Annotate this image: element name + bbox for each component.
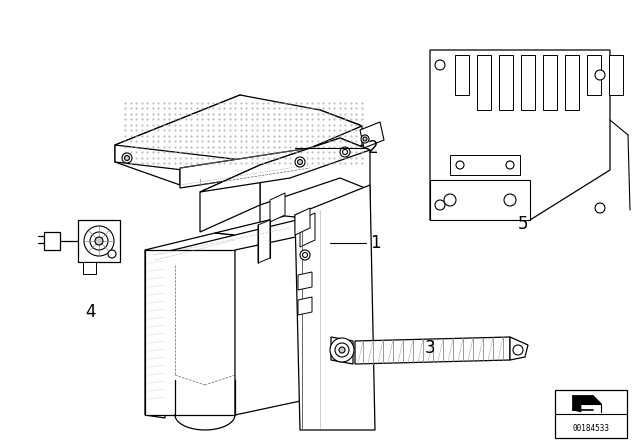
Polygon shape — [215, 216, 305, 235]
Circle shape — [108, 250, 116, 258]
Polygon shape — [235, 235, 305, 415]
Text: 5: 5 — [518, 215, 529, 233]
Polygon shape — [450, 155, 520, 175]
Circle shape — [595, 203, 605, 213]
Text: 2: 2 — [368, 139, 379, 157]
Circle shape — [444, 194, 456, 206]
Text: 00184533: 00184533 — [573, 423, 609, 432]
Polygon shape — [310, 126, 362, 168]
Circle shape — [595, 70, 605, 80]
Polygon shape — [295, 208, 310, 235]
Circle shape — [513, 345, 523, 355]
Circle shape — [125, 155, 129, 160]
Circle shape — [504, 194, 516, 206]
Bar — [555, 390, 627, 438]
Polygon shape — [477, 55, 491, 110]
Polygon shape — [609, 55, 623, 95]
Polygon shape — [565, 55, 579, 110]
Polygon shape — [300, 213, 315, 247]
Polygon shape — [331, 337, 353, 364]
Polygon shape — [200, 165, 260, 232]
Polygon shape — [258, 220, 270, 263]
Circle shape — [298, 159, 303, 164]
Polygon shape — [145, 250, 235, 415]
Polygon shape — [430, 180, 530, 220]
Polygon shape — [180, 148, 310, 188]
Polygon shape — [521, 55, 535, 110]
Polygon shape — [295, 185, 375, 430]
Polygon shape — [260, 138, 370, 218]
Polygon shape — [78, 220, 120, 262]
Polygon shape — [298, 272, 312, 290]
Polygon shape — [510, 337, 528, 360]
Circle shape — [122, 153, 132, 163]
Text: 1: 1 — [370, 234, 381, 252]
Polygon shape — [499, 55, 513, 110]
Circle shape — [303, 253, 307, 258]
Circle shape — [363, 137, 367, 141]
Circle shape — [335, 343, 349, 357]
Circle shape — [361, 135, 369, 143]
Polygon shape — [310, 145, 362, 168]
Polygon shape — [145, 250, 165, 418]
Circle shape — [300, 250, 310, 260]
Circle shape — [339, 347, 345, 353]
Polygon shape — [44, 232, 60, 250]
Polygon shape — [360, 122, 384, 148]
Polygon shape — [270, 193, 285, 222]
Polygon shape — [573, 396, 581, 412]
Polygon shape — [115, 95, 305, 165]
Polygon shape — [260, 178, 370, 278]
Circle shape — [506, 161, 514, 169]
Polygon shape — [543, 55, 557, 110]
Polygon shape — [587, 55, 601, 95]
Polygon shape — [83, 262, 96, 274]
Polygon shape — [430, 50, 610, 220]
Polygon shape — [115, 145, 180, 185]
Circle shape — [90, 232, 108, 250]
Text: 3: 3 — [425, 339, 436, 357]
Circle shape — [84, 226, 114, 256]
Polygon shape — [145, 233, 235, 252]
Text: 4: 4 — [85, 303, 95, 321]
Polygon shape — [270, 110, 360, 148]
Circle shape — [342, 150, 348, 155]
Circle shape — [435, 200, 445, 210]
Polygon shape — [573, 396, 601, 404]
Circle shape — [295, 157, 305, 167]
Polygon shape — [200, 138, 370, 192]
Circle shape — [340, 147, 350, 157]
Polygon shape — [115, 95, 362, 168]
Circle shape — [330, 338, 354, 362]
Circle shape — [435, 60, 445, 70]
Polygon shape — [115, 145, 310, 185]
Polygon shape — [455, 55, 469, 95]
Polygon shape — [355, 337, 510, 364]
Polygon shape — [298, 297, 312, 315]
Circle shape — [95, 237, 103, 245]
Circle shape — [456, 161, 464, 169]
